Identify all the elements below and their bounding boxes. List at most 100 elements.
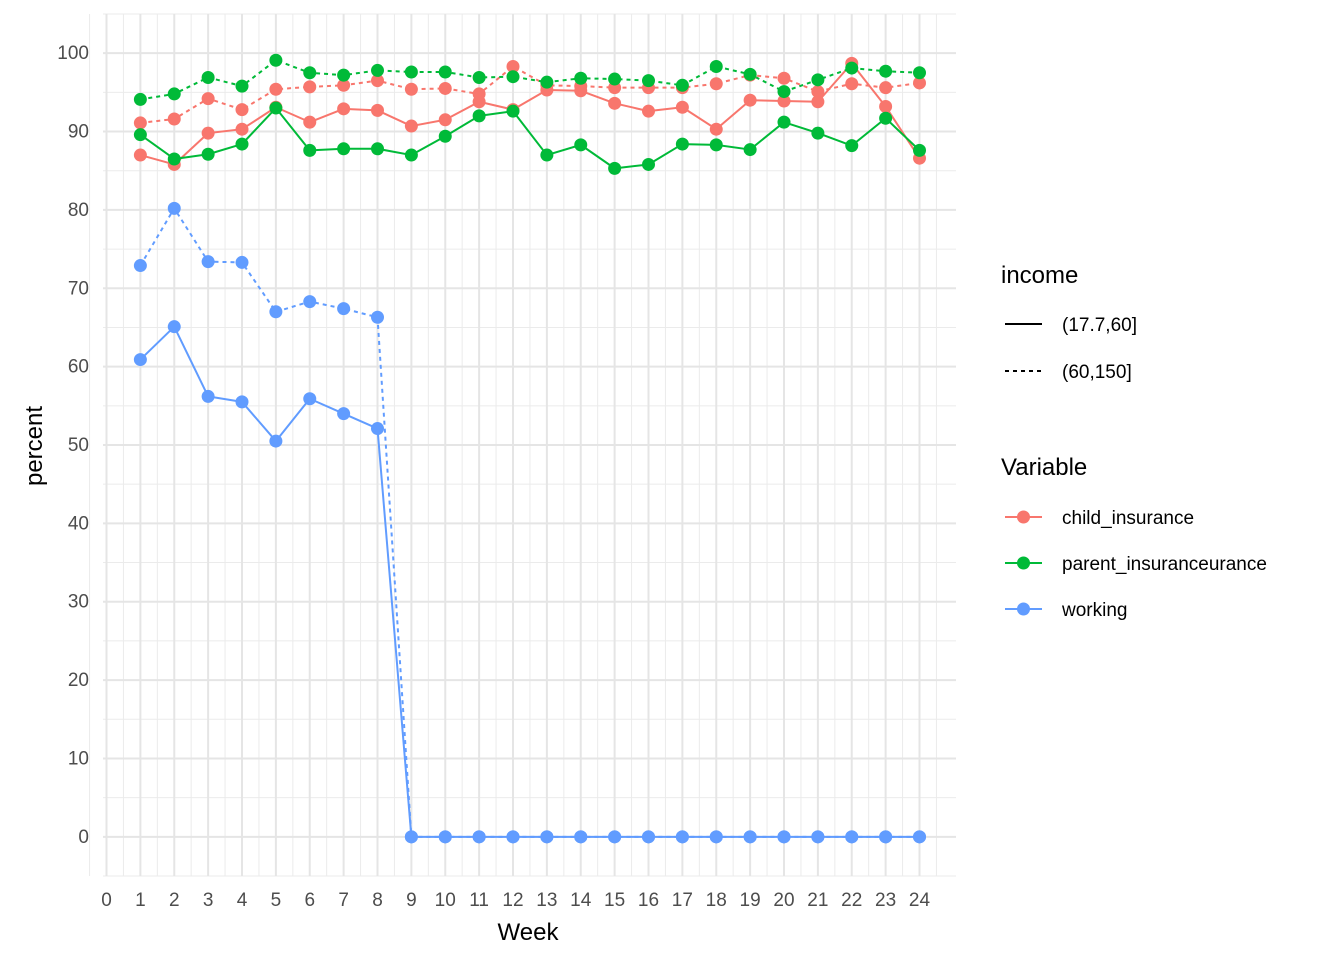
x-tick-label: 24	[909, 890, 931, 911]
legend-income-label-2: (60,150]	[1062, 362, 1132, 383]
data-point-child_insurance	[303, 115, 317, 129]
data-point-working	[235, 255, 249, 269]
data-point-working	[540, 830, 554, 844]
data-point-child_insurance	[642, 104, 655, 118]
data-point-parent_insuranceurance	[404, 65, 418, 79]
data-point-parent_insuranceurance	[337, 142, 351, 156]
x-tick-label: 12	[502, 890, 523, 911]
data-point-child_insurance	[608, 96, 622, 110]
data-point-child_insurance	[438, 113, 452, 127]
x-tick-label: 16	[638, 890, 659, 911]
data-point-parent_insuranceurance	[642, 157, 655, 171]
y-axis-title: percent	[21, 406, 48, 486]
x-tick-label: 13	[536, 890, 557, 911]
data-point-child_insurance	[133, 148, 147, 162]
legend-income-title: income	[1001, 262, 1078, 289]
data-point-parent_insuranceurance	[608, 161, 622, 175]
data-point-child_insurance	[371, 74, 384, 88]
data-point-child_insurance	[337, 78, 351, 92]
legend-variable-label-3: working	[1061, 600, 1127, 621]
x-tick-label: 14	[570, 890, 592, 911]
x-tick-label: 1	[135, 890, 146, 911]
data-point-working	[777, 830, 791, 844]
data-point-working	[337, 407, 351, 421]
y-tick-label: 90	[68, 122, 89, 143]
series-points	[133, 53, 926, 844]
data-point-parent_insuranceurance	[879, 64, 893, 78]
data-point-working	[167, 201, 181, 215]
data-point-child_insurance	[201, 126, 215, 140]
data-point-working	[879, 830, 893, 844]
data-point-parent_insuranceurance	[303, 143, 317, 157]
y-tick-label: 70	[68, 278, 89, 299]
data-point-parent_insuranceurance	[574, 138, 588, 152]
y-tick-label: 20	[68, 670, 89, 691]
legend-variable-title: Variable	[1001, 454, 1087, 481]
data-point-working	[371, 422, 384, 436]
data-point-parent_insuranceurance	[811, 73, 825, 87]
data-point-parent_insuranceurance	[235, 79, 249, 93]
data-point-parent_insuranceurance	[845, 139, 859, 153]
x-tick-label: 20	[773, 890, 794, 911]
data-point-working	[709, 830, 723, 844]
data-point-working	[303, 392, 317, 406]
data-point-working	[404, 830, 418, 844]
x-tick-label: 8	[372, 890, 383, 911]
data-point-parent_insuranceurance	[777, 85, 791, 99]
data-point-parent_insuranceurance	[167, 87, 181, 101]
data-point-parent_insuranceurance	[303, 66, 317, 80]
data-point-working	[913, 830, 926, 844]
legend-variable-key-parent-insurance	[1005, 556, 1042, 570]
x-tick-label: 23	[875, 890, 896, 911]
data-point-parent_insuranceurance	[675, 137, 689, 151]
data-point-child_insurance	[133, 116, 147, 130]
data-point-parent_insuranceurance	[709, 60, 723, 74]
x-tick-label: 15	[604, 890, 625, 911]
data-point-parent_insuranceurance	[404, 148, 418, 162]
data-point-parent_insuranceurance	[201, 70, 215, 84]
data-point-working	[743, 830, 757, 844]
data-point-child_insurance	[709, 77, 723, 91]
data-point-working	[269, 305, 283, 319]
data-point-parent_insuranceurance	[845, 61, 859, 75]
x-tick-label: 10	[435, 890, 456, 911]
y-axis-ticks: 0 10 20 30 40 50 60 70 80 90 100	[57, 43, 89, 848]
data-point-working	[167, 320, 181, 334]
data-point-parent_insuranceurance	[438, 65, 452, 79]
data-point-child_insurance	[235, 122, 249, 136]
data-point-parent_insuranceurance	[540, 148, 554, 162]
legend-key-point	[1017, 602, 1030, 616]
data-point-working	[608, 830, 622, 844]
data-point-working	[438, 830, 452, 844]
data-point-working	[235, 395, 249, 409]
data-point-child_insurance	[371, 103, 384, 117]
legend-income: income (17.7,60] (60,150]	[1001, 262, 1137, 383]
data-point-child_insurance	[879, 81, 893, 95]
data-point-child_insurance	[811, 85, 825, 99]
data-point-working	[506, 830, 520, 844]
x-tick-label: 4	[237, 890, 248, 911]
data-point-working	[811, 830, 825, 844]
legend-variable-label-1: child_insurance	[1062, 508, 1194, 529]
x-tick-label: 22	[841, 890, 862, 911]
data-point-parent_insuranceurance	[506, 70, 520, 84]
data-point-working	[642, 830, 655, 844]
y-tick-label: 30	[68, 592, 89, 613]
data-point-working	[269, 434, 283, 448]
legend-variable-label-2: parent_insuranceurance	[1062, 554, 1267, 575]
data-point-child_insurance	[201, 92, 215, 106]
y-tick-label: 10	[68, 748, 89, 769]
data-point-working	[133, 353, 147, 367]
data-point-parent_insuranceurance	[506, 104, 520, 118]
data-point-working	[201, 389, 215, 403]
data-point-child_insurance	[438, 81, 452, 95]
legend-key-point	[1017, 556, 1030, 570]
data-point-working	[472, 830, 486, 844]
data-point-child_insurance	[811, 95, 825, 109]
legend-key-point	[1017, 510, 1030, 524]
data-point-working	[574, 830, 588, 844]
data-point-parent_insuranceurance	[913, 66, 926, 80]
data-point-parent_insuranceurance	[201, 147, 215, 161]
data-point-parent_insuranceurance	[811, 126, 825, 140]
